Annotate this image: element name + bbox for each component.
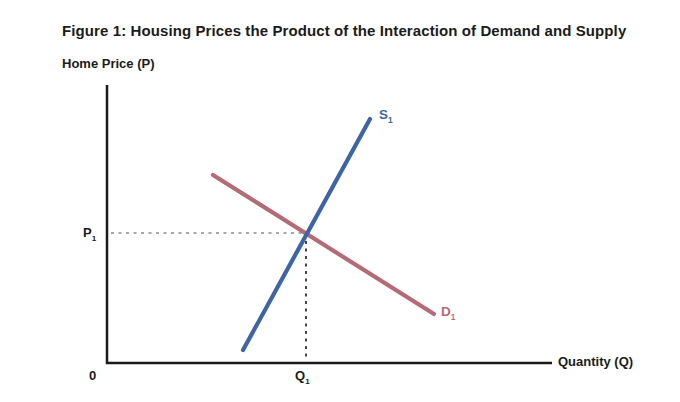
demand-curve-label: D1 — [441, 304, 455, 320]
demand-curve — [213, 175, 434, 314]
origin-label: 0 — [89, 369, 96, 384]
equilibrium-quantity-label: Q1 — [295, 369, 310, 384]
supply-curve — [243, 119, 370, 350]
x-axis-label: Quantity (Q) — [558, 355, 633, 370]
d1-base: D — [441, 304, 451, 319]
figure-container: Figure 1: Housing Prices the Product of … — [0, 0, 680, 402]
d1-subscript: 1 — [451, 312, 456, 322]
supply-demand-chart — [0, 0, 680, 402]
p1-base: P — [83, 225, 92, 240]
q1-subscript: 1 — [305, 377, 309, 386]
s1-subscript: 1 — [388, 115, 393, 125]
equilibrium-price-label: P1 — [83, 226, 96, 241]
q1-base: Q — [295, 368, 305, 383]
supply-curve-label: S1 — [379, 107, 393, 123]
s1-base: S — [379, 107, 388, 122]
p1-subscript: 1 — [92, 234, 96, 243]
